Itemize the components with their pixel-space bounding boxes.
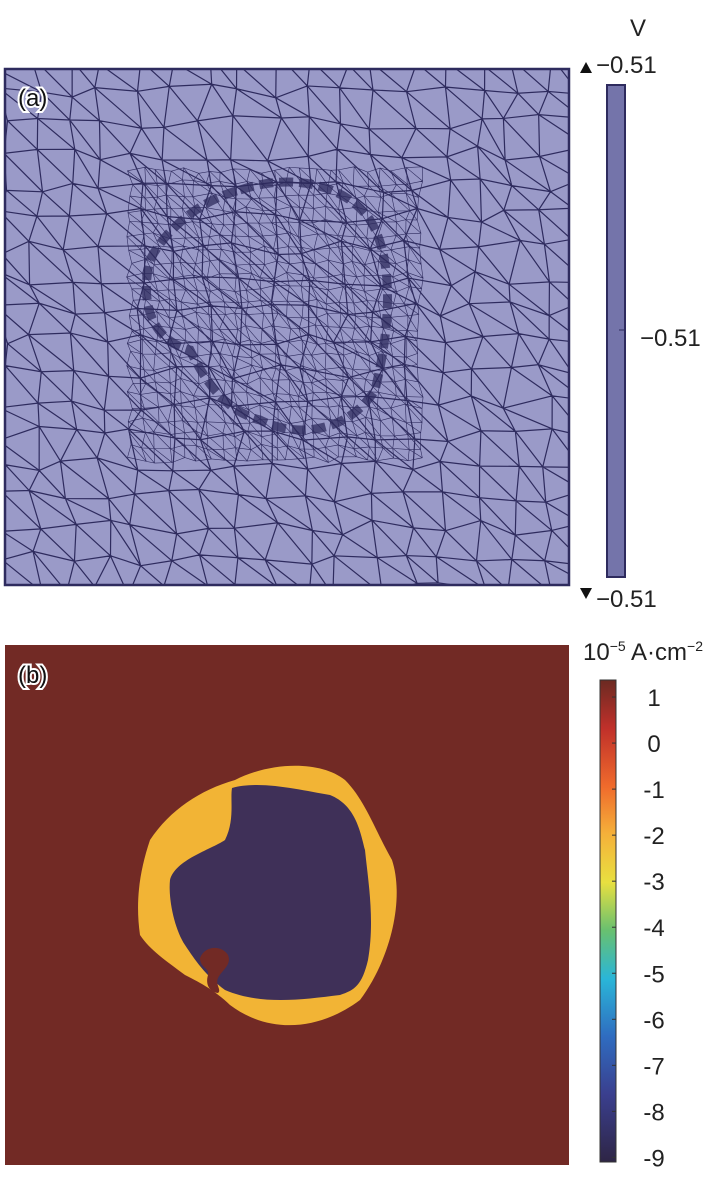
unit-part: 10 (583, 639, 610, 666)
colorbar-unit: V (630, 15, 646, 42)
colorbar-mid-label: −0.51 (640, 325, 701, 352)
colorbar (606, 84, 626, 578)
colorbar-max-label: −0.51 (596, 52, 657, 79)
max-marker (580, 62, 592, 73)
min-marker (580, 588, 592, 599)
colorbar-tick-label: -7 (643, 1053, 664, 1080)
colorbar-tick-label: 1 (647, 685, 660, 712)
colorbar-tick-label: -2 (643, 823, 664, 850)
colorbar-tick-label: 0 (647, 731, 660, 758)
mesh-ring (141, 177, 392, 435)
mesh (5, 69, 569, 585)
panel-label: (a) (18, 85, 47, 112)
colorbar-tick-label: -1 (643, 777, 664, 804)
colorbar-tick-label: -4 (643, 915, 664, 942)
unit-part: −5 (610, 638, 626, 654)
notch (200, 947, 229, 993)
mesh-lines (126, 166, 424, 464)
colorbar-unit: 10−5 A·cm−2 (583, 638, 703, 666)
purple-region (169, 785, 372, 1000)
colorbar-tick-label: -9 (643, 1145, 664, 1172)
unit-part: −2 (687, 638, 703, 654)
colorbar (599, 679, 617, 1163)
colorbar-min-label: −0.51 (596, 586, 657, 613)
mesh-border (3, 67, 571, 587)
colorbar-tick-label: -5 (643, 961, 664, 988)
panel-label: (b) (18, 662, 47, 689)
unit-part: A·cm (626, 639, 687, 666)
colorbar-tick-label: -8 (643, 1099, 664, 1126)
colorbar-tick-label: -3 (643, 869, 664, 896)
colorbar-tick-label: -6 (643, 1007, 664, 1034)
